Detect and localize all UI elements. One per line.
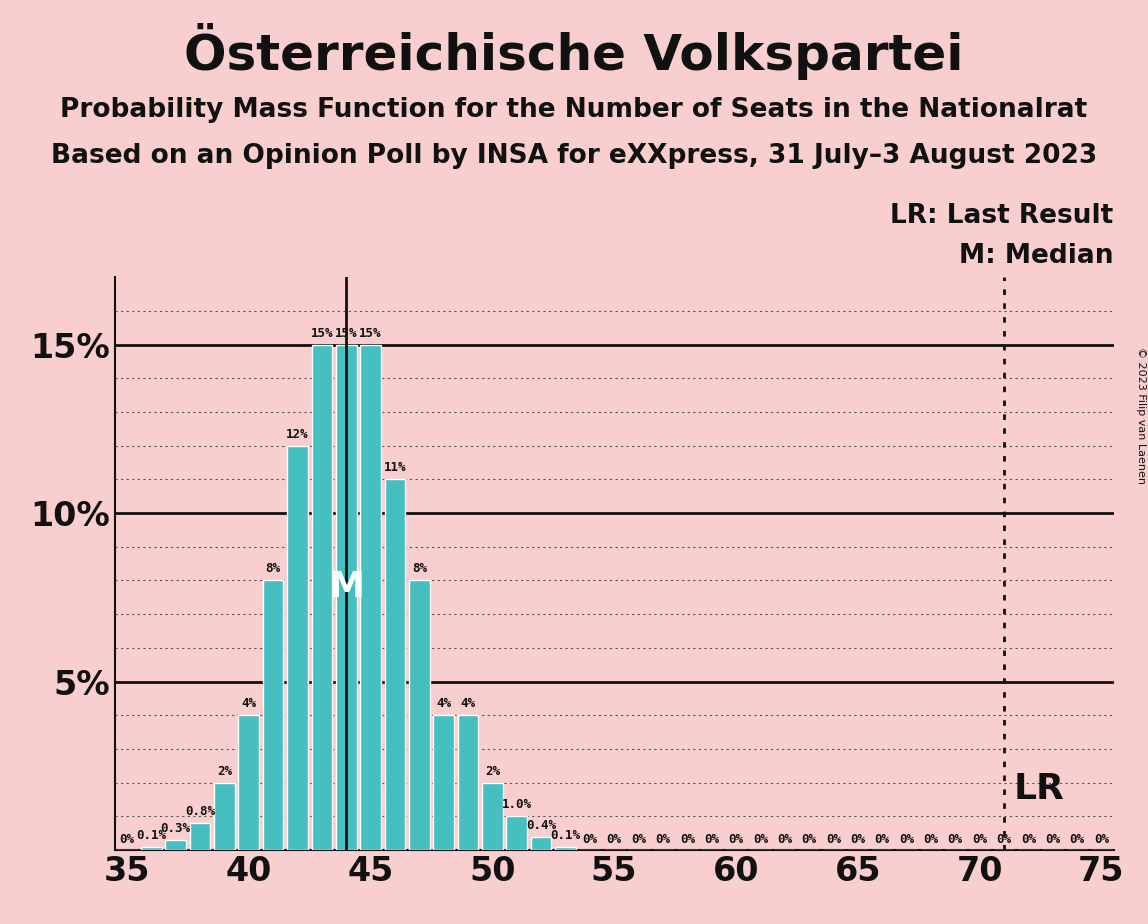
Text: 0%: 0% [729, 833, 744, 846]
Text: 4%: 4% [436, 698, 451, 711]
Text: 0%: 0% [704, 833, 719, 846]
Text: 0.3%: 0.3% [161, 822, 191, 835]
Text: 0%: 0% [875, 833, 890, 846]
Text: 15%: 15% [359, 326, 382, 339]
Text: Based on an Opinion Poll by INSA for eXXpress, 31 July–3 August 2023: Based on an Opinion Poll by INSA for eXX… [51, 143, 1097, 169]
Text: 15%: 15% [311, 326, 333, 339]
Bar [311, 345, 332, 850]
Text: 4%: 4% [241, 698, 256, 711]
Text: © 2023 Filip van Laenen: © 2023 Filip van Laenen [1135, 347, 1146, 484]
Text: 0%: 0% [923, 833, 938, 846]
Bar [360, 345, 381, 850]
Text: 0%: 0% [948, 833, 963, 846]
Text: 11%: 11% [383, 461, 406, 474]
Bar [239, 715, 259, 850]
Bar [214, 783, 235, 850]
Text: 0%: 0% [851, 833, 866, 846]
Bar [409, 580, 429, 850]
Text: 0%: 0% [777, 833, 792, 846]
Text: 0%: 0% [680, 833, 695, 846]
Bar [458, 715, 479, 850]
Text: 0%: 0% [656, 833, 670, 846]
Text: 0%: 0% [631, 833, 646, 846]
Text: 0%: 0% [899, 833, 914, 846]
Text: 0%: 0% [606, 833, 622, 846]
Bar [287, 445, 308, 850]
Text: 12%: 12% [286, 428, 309, 441]
Text: 0%: 0% [1021, 833, 1035, 846]
Text: 0%: 0% [801, 833, 816, 846]
Text: 0%: 0% [582, 833, 597, 846]
Text: Österreichische Volkspartei: Österreichische Volkspartei [184, 23, 964, 80]
Text: 0%: 0% [1070, 833, 1085, 846]
Bar [433, 715, 453, 850]
Text: M: Median: M: Median [959, 243, 1114, 269]
Text: 1.0%: 1.0% [502, 798, 532, 811]
Text: 2%: 2% [217, 765, 232, 778]
Bar [530, 836, 551, 850]
Bar [482, 783, 503, 850]
Text: 0.1%: 0.1% [550, 829, 581, 842]
Text: Probability Mass Function for the Number of Seats in the Nationalrat: Probability Mass Function for the Number… [61, 97, 1087, 123]
Bar [263, 580, 284, 850]
Text: 0%: 0% [996, 833, 1011, 846]
Text: M: M [328, 570, 364, 604]
Bar [556, 846, 576, 850]
Text: 0.4%: 0.4% [526, 819, 556, 832]
Bar [165, 840, 186, 850]
Text: 0%: 0% [119, 833, 134, 846]
Text: 4%: 4% [460, 698, 475, 711]
Text: 0%: 0% [1094, 833, 1109, 846]
Bar [506, 817, 527, 850]
Text: 0.1%: 0.1% [137, 829, 166, 842]
Text: 0%: 0% [972, 833, 987, 846]
Text: 15%: 15% [335, 326, 357, 339]
Text: 8%: 8% [265, 563, 280, 576]
Bar [189, 823, 210, 850]
Text: LR: LR [1014, 772, 1064, 807]
Text: 2%: 2% [484, 765, 499, 778]
Text: 0%: 0% [753, 833, 768, 846]
Text: 0.8%: 0.8% [185, 805, 215, 818]
Bar [385, 480, 405, 850]
Bar [141, 846, 162, 850]
Text: 0%: 0% [1045, 833, 1060, 846]
Bar [336, 345, 357, 850]
Text: 0%: 0% [825, 833, 841, 846]
Text: LR: Last Result: LR: Last Result [891, 202, 1114, 229]
Text: 8%: 8% [412, 563, 427, 576]
